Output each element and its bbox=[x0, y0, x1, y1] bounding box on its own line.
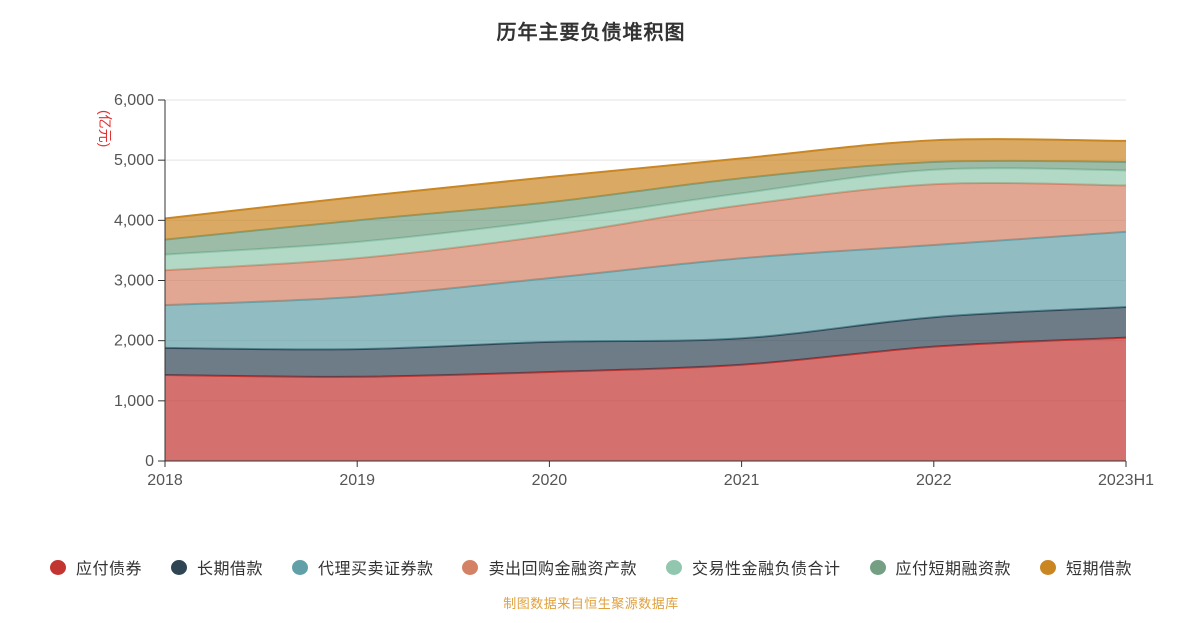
legend-item-1[interactable]: 长期借款 bbox=[170, 555, 263, 579]
area-series-6 bbox=[165, 139, 1126, 240]
x-tick-label: 2018 bbox=[147, 472, 183, 489]
y-tick-label: 5,000 bbox=[114, 152, 154, 169]
data-source-note: 制图数据来自恒生聚源数据库 bbox=[503, 596, 679, 611]
area-series-5 bbox=[165, 160, 1126, 255]
legend-dot-icon bbox=[1040, 559, 1057, 575]
x-tick-label: 2022 bbox=[916, 472, 952, 489]
legend-item-2[interactable]: 代理买卖证券款 bbox=[291, 555, 434, 579]
y-tick-label: 6,000 bbox=[114, 92, 154, 109]
legend-dot-icon bbox=[869, 559, 886, 575]
area-series-0 bbox=[165, 337, 1126, 461]
legend-item-5[interactable]: 应付短期融资款 bbox=[869, 555, 1012, 579]
legend-dot-icon bbox=[666, 559, 682, 575]
legend-label: 卖出回购金融资产款 bbox=[488, 561, 637, 578]
y-tick-label: 3,000 bbox=[114, 273, 154, 290]
x-tick-label: 2021 bbox=[724, 472, 760, 489]
legend-item-3[interactable]: 卖出回购金融资产款 bbox=[462, 555, 637, 579]
area-series-3 bbox=[165, 182, 1126, 306]
line-series-6 bbox=[164, 138, 1127, 220]
legend-label: 长期借款 bbox=[196, 561, 263, 578]
y-tick-label: 4,000 bbox=[114, 212, 154, 229]
chart-title: 历年主要负债堆积图 bbox=[496, 22, 686, 44]
chart-plot[interactable]: 0 1,000 2,000 3,000 4,000 5,000 6,000 2018 2019 2… bbox=[0, 0, 1182, 510]
chart-legend: 应付债券 长期借款 代理买卖证券款 卖出回购金融资产款 交易性金融负债合计 应付短期融资款… bbox=[0, 553, 1182, 581]
area-series-1 bbox=[165, 306, 1126, 377]
y-tick-label: 0 bbox=[145, 453, 154, 470]
legend-label: 交易性金融负债合计 bbox=[692, 561, 841, 578]
legend-label: 短期借款 bbox=[1066, 561, 1133, 578]
legend-label: 应付短期融资款 bbox=[895, 561, 1012, 578]
legend-dot-icon bbox=[49, 559, 66, 575]
y-tick-label: 2,000 bbox=[114, 333, 154, 350]
legend-dot-icon bbox=[291, 559, 308, 575]
legend-item-0[interactable]: 应付债券 bbox=[49, 555, 142, 579]
legend-item-6[interactable]: 短期借款 bbox=[1040, 555, 1132, 579]
area-series-4 bbox=[165, 168, 1126, 271]
area-series-2 bbox=[165, 231, 1126, 350]
y-tick-label: 1,000 bbox=[114, 393, 154, 410]
legend-dot-icon bbox=[462, 559, 479, 575]
x-tick-label: 2023H1 bbox=[1098, 472, 1154, 489]
x-tick-label: 2020 bbox=[532, 472, 568, 489]
legend-dot-icon bbox=[170, 559, 187, 575]
legend-label: 应付债券 bbox=[75, 561, 142, 578]
legend-label: 代理买卖证券款 bbox=[317, 561, 434, 578]
legend-item-4[interactable]: 交易性金融负债合计 bbox=[666, 555, 841, 579]
x-tick-label: 2019 bbox=[339, 472, 375, 489]
